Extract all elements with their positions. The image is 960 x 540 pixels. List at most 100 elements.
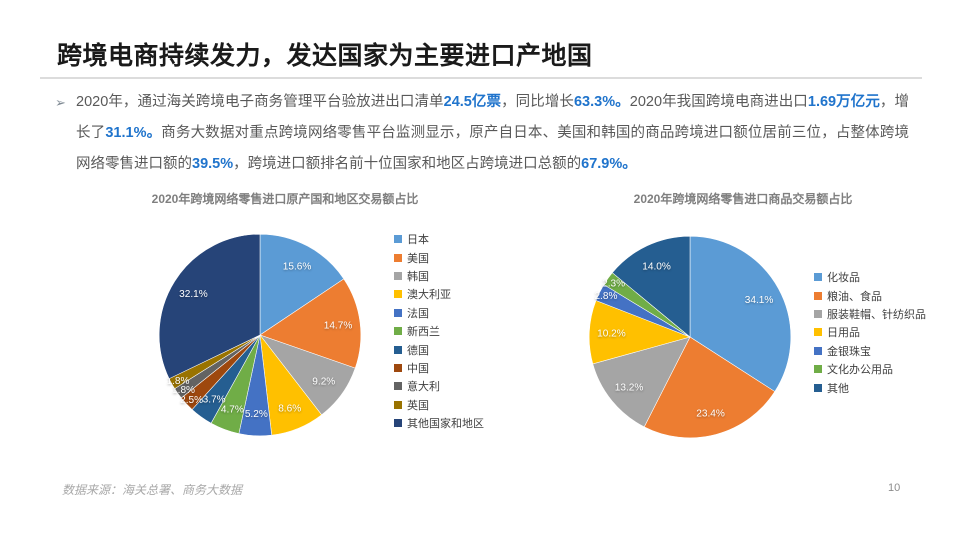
legend-swatch-icon: [814, 291, 822, 300]
page-title: 跨境电商持续发力，发达国家为主要进口产地国: [57, 42, 593, 70]
pie-slice-0: [689, 235, 792, 392]
pie-data-label-3: 10.2%: [597, 329, 626, 340]
legend-item-6: 其他: [814, 378, 926, 396]
legend-swatch-icon: [394, 271, 402, 280]
legend-item-1: 粮油、食品: [814, 286, 926, 304]
legend-item-8: 意大利: [394, 377, 484, 395]
legend-swatch-icon: [394, 382, 402, 391]
paragraph-segment: 2020年我国跨境电商进出口: [629, 94, 808, 110]
pie-data-label-6: 3.7%: [203, 395, 226, 406]
pie-slice-1: [643, 336, 776, 439]
pie-chart-origin-countries: 15.6%14.7%9.2%8.6%5.2%4.7%3.7%2.5%1.8%1.…: [158, 233, 362, 437]
pie-slice-1: [259, 278, 362, 369]
legend-item-5: 文化办公用品: [814, 360, 926, 378]
pie-data-label-2: 9.2%: [312, 377, 335, 388]
legend-label: 其他: [827, 382, 849, 395]
legend-swatch-icon: [394, 400, 402, 409]
legend-label: 日本: [407, 234, 429, 247]
pie-slice-0: [259, 233, 345, 336]
legend-label: 德国: [407, 344, 429, 357]
highlighted-figure: 67.9%。: [581, 156, 637, 172]
legend-item-2: 服装鞋帽、针纺织品: [814, 305, 926, 323]
legend-label: 粮油、食品: [827, 290, 882, 303]
highlighted-figure: 63.3%。: [573, 94, 630, 110]
pie-data-label-3: 8.6%: [278, 404, 301, 415]
legend-item-2: 韩国: [394, 267, 484, 285]
legend-item-0: 日本: [394, 230, 484, 248]
title-divider: [40, 77, 922, 79]
pie-data-label-5: 4.7%: [221, 404, 244, 415]
pie-data-label-1: 14.7%: [324, 321, 353, 332]
paragraph-segment: ，增长了: [76, 94, 909, 141]
chart-title-origin-countries: 2020年跨境网络零售进口原产国和地区交易额占比: [151, 192, 419, 206]
legend-label: 日用品: [827, 327, 860, 340]
legend-swatch-icon: [814, 328, 822, 337]
legend-item-6: 德国: [394, 340, 484, 358]
legend-label: 法国: [407, 307, 429, 320]
paragraph-text: 2020年，通过海关跨境电子商务管理平台验放进出口清单24.5亿票，同比增长63…: [57, 87, 909, 180]
legend-label: 文化办公用品: [827, 364, 893, 377]
legend-label: 服装鞋帽、针纺织品: [827, 308, 926, 321]
pie-data-label-5: 2.3%: [602, 278, 625, 289]
paragraph-segment: 商务大数据对重点跨境网络零售平台监测显示，原产自日本、美国和韩国的商品跨境进口额…: [76, 125, 910, 172]
pie-data-label-2: 13.2%: [615, 382, 644, 393]
legend-label: 美国: [407, 252, 429, 265]
legend-item-1: 美国: [394, 248, 484, 266]
data-source-note: 数据来源：海关总署、商务大数据: [62, 483, 243, 497]
legend-label: 其他国家和地区: [407, 418, 484, 431]
paragraph-segment: ，跨境进口额排名前十位国家和地区占跨境进口总额的: [233, 156, 582, 172]
legend-swatch-icon: [394, 290, 402, 299]
legend-item-4: 金银珠宝: [814, 342, 926, 360]
paragraph-segment: 2020年，通过海关跨境电子商务管理平台验放进出口清单: [76, 94, 444, 110]
legend-commodity-categories: 化妆品粮油、食品服装鞋帽、针纺织品 日用品金银珠宝文化办公用品 其他: [814, 268, 926, 397]
legend-swatch-icon: [394, 235, 402, 244]
pie-data-label-9: 1.8%: [166, 376, 189, 387]
pie-data-label-6: 14.0%: [642, 262, 671, 273]
legend-item-10: 其他国家和地区: [394, 414, 484, 432]
legend-item-7: 中国: [394, 359, 484, 377]
highlighted-figure: 24.5亿票: [443, 94, 502, 110]
legend-label: 韩国: [407, 270, 429, 283]
legend-swatch-icon: [394, 253, 402, 262]
paragraph-segment: ，同比增长: [501, 94, 574, 110]
pie-data-label-8: 1.8%: [172, 385, 195, 396]
highlighted-figure: 31.1%。: [105, 125, 162, 141]
pie-data-label-10: 32.1%: [179, 289, 208, 300]
legend-swatch-icon: [814, 383, 822, 392]
pie-data-label-7: 2.5%: [180, 395, 203, 406]
legend-label: 澳大利亚: [407, 289, 451, 302]
legend-swatch-icon: [814, 309, 822, 318]
legend-label: 英国: [407, 399, 429, 412]
legend-label: 中国: [407, 362, 429, 375]
pie-data-label-4: 5.2%: [245, 409, 268, 420]
pie-slice-2: [592, 336, 691, 428]
legend-swatch-icon: [394, 308, 402, 317]
highlighted-figure: 39.5%: [192, 156, 234, 172]
pie-slice-10: [158, 233, 261, 380]
pie-data-label-4: 2.8%: [594, 291, 617, 302]
pie-data-label-0: 15.6%: [283, 261, 312, 272]
legend-item-0: 化妆品: [814, 268, 926, 286]
legend-item-3: 澳大利亚: [394, 285, 484, 303]
pie-slice-6: [611, 235, 691, 338]
legend-swatch-icon: [394, 419, 402, 428]
legend-label: 意大利: [407, 381, 440, 394]
legend-swatch-icon: [814, 346, 822, 355]
bullet-arrow-icon: ➢: [55, 95, 66, 110]
legend-swatch-icon: [394, 327, 402, 336]
legend-item-3: 日用品: [814, 323, 926, 341]
legend-item-5: 新西兰: [394, 322, 484, 340]
legend-swatch-icon: [394, 363, 402, 372]
legend-item-9: 英国: [394, 396, 484, 414]
legend-item-4: 法国: [394, 304, 484, 322]
highlighted-figure: 1.69万亿元: [807, 94, 880, 110]
legend-swatch-icon: [814, 365, 822, 374]
chart-title-commodity-categories: 2020年跨境网络零售进口商品交易额占比: [633, 192, 853, 206]
body-paragraph: ➢ 2020年，通过海关跨境电子商务管理平台验放进出口清单24.5亿票，同比增长…: [55, 87, 909, 180]
legend-label: 新西兰: [407, 326, 440, 339]
legend-label: 化妆品: [827, 272, 860, 285]
legend-swatch-icon: [814, 273, 822, 282]
pie-chart-commodity-categories: 34.1% 23.4% 13.2% 10.2% 2.8% 2.3% 14.0%: [588, 235, 792, 439]
legend-swatch-icon: [394, 345, 402, 354]
